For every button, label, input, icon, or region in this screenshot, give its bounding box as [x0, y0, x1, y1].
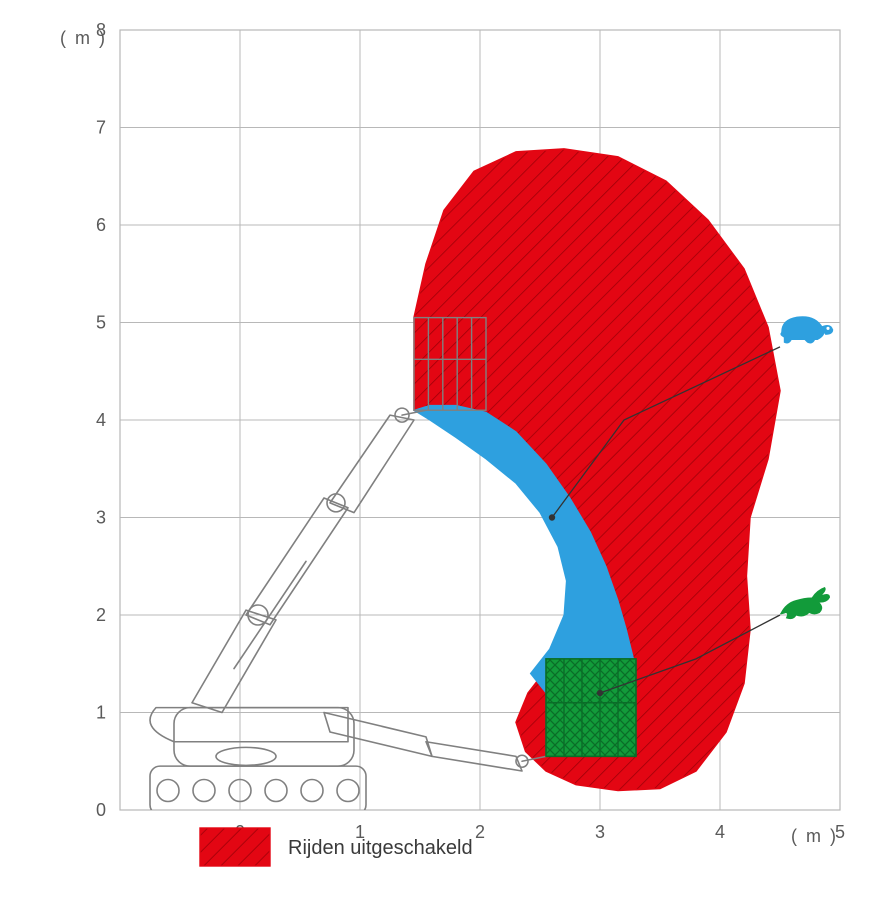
svg-text:3: 3	[595, 822, 605, 842]
zone-green	[546, 659, 636, 757]
svg-text:3: 3	[96, 508, 106, 528]
legend: Rijden uitgeschakeld	[200, 828, 473, 866]
y-axis-ticks: 012345678	[96, 20, 106, 820]
callout-dot-turtle	[549, 514, 555, 520]
legend-label: Rijden uitgeschakeld	[288, 837, 473, 859]
svg-text:2: 2	[96, 605, 106, 625]
svg-text:2: 2	[475, 822, 485, 842]
y-axis-unit: ( m )	[60, 28, 107, 48]
svg-text:7: 7	[96, 118, 106, 138]
svg-text:1: 1	[96, 703, 106, 723]
svg-text:4: 4	[715, 822, 725, 842]
callout-dot-rabbit	[597, 690, 603, 696]
svg-text:0: 0	[96, 800, 106, 820]
svg-text:4: 4	[96, 410, 106, 430]
svg-text:6: 6	[96, 215, 106, 235]
svg-text:5: 5	[96, 313, 106, 333]
x-axis-unit: ( m )	[791, 826, 838, 846]
legend-swatch	[200, 828, 270, 866]
